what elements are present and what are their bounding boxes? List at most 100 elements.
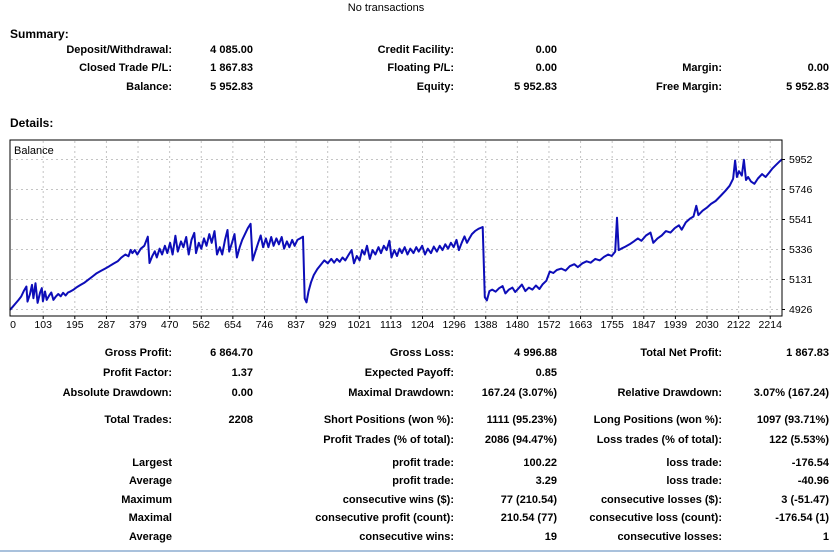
- x-axis-label: 1480: [506, 319, 530, 331]
- y-axis-label: 4926: [789, 304, 813, 316]
- stat-label: Profit Trades (% of total):: [323, 434, 454, 446]
- chart-series-label: Balance: [14, 145, 54, 157]
- stat-label: profit trade:: [392, 457, 454, 469]
- x-axis-label: 1113: [380, 319, 402, 331]
- summary-value: 0.00: [807, 62, 829, 75]
- stat-label: Maximal: [128, 512, 172, 525]
- x-axis-label: 837: [287, 319, 305, 331]
- summary-section-title: Summary:: [10, 27, 69, 41]
- chart-border: [9, 139, 783, 317]
- summary-value: 5 952.83: [210, 80, 253, 93]
- x-axis-label: 1296: [442, 319, 466, 331]
- x-axis-label: 2030: [695, 319, 719, 331]
- balance-chart: 5952 5746 5541 5336 5131 4926 0 103 195 287 379 470…: [9, 139, 813, 331]
- summary-value: 5 952.83: [786, 80, 829, 93]
- stat-value: 3.29: [535, 475, 557, 488]
- y-axis-label: 5952: [789, 154, 813, 166]
- x-axis-label: 929: [319, 319, 337, 331]
- summary-value: 4 085.00: [210, 44, 253, 56]
- x-axis-label: 1847: [632, 319, 656, 331]
- stat-label: profit trade:: [392, 475, 454, 488]
- stat-label: consecutive wins ($):: [342, 493, 454, 506]
- no-transactions-note: No transactions: [347, 2, 425, 14]
- stat-label: consecutive loss (count):: [589, 512, 722, 525]
- stat-value: 1 867.83: [786, 347, 829, 359]
- stat-value: 0.00: [231, 387, 253, 399]
- stat-label: Maximum: [121, 493, 172, 506]
- x-axis-label: 2214: [759, 319, 783, 331]
- stat-value: 6 864.70: [210, 347, 253, 359]
- stat-value: -40.96: [797, 475, 829, 488]
- x-axis-label: 1204: [411, 319, 435, 331]
- bottom-divider: [0, 550, 834, 552]
- x-axis-label: 1663: [569, 319, 593, 331]
- x-axis-label: 562: [192, 319, 210, 331]
- stat-value: 1.37: [231, 367, 253, 379]
- stat-label: Profit Factor:: [102, 367, 172, 379]
- x-axis-label: 470: [161, 319, 179, 331]
- y-axis-label: 5541: [789, 214, 813, 226]
- stat-label: consecutive wins:: [359, 530, 454, 543]
- stat-value: 167.24 (3.07%): [481, 387, 557, 399]
- x-axis-label: 195: [66, 319, 84, 331]
- x-axis-label: 379: [129, 319, 147, 331]
- stat-value: 3 (-51.47): [781, 493, 829, 506]
- summary-label: Credit Facility:: [377, 44, 454, 56]
- stat-label: Gross Profit:: [104, 347, 172, 359]
- summary-label: Margin:: [682, 62, 722, 75]
- stat-label: Short Positions (won %):: [323, 414, 454, 426]
- stat-label: Gross Loss:: [389, 347, 454, 359]
- x-axis-label: 2122: [727, 319, 751, 331]
- summary-value: 0.00: [535, 62, 557, 75]
- stat-label: Average: [128, 530, 172, 543]
- stat-value: 3.07% (167.24): [753, 387, 829, 399]
- y-axis-label: 5746: [789, 184, 813, 196]
- stat-value: 2086 (94.47%): [484, 434, 557, 446]
- x-axis-label: 654: [224, 319, 242, 331]
- stat-value: 1: [822, 530, 829, 543]
- summary-label: Balance:: [126, 80, 172, 93]
- stat-value: 210.54 (77): [500, 512, 557, 525]
- stat-value: 0.85: [535, 367, 557, 379]
- stat-label: Average: [128, 475, 172, 488]
- stat-value: 77 (210.54): [500, 493, 557, 506]
- x-axis-label: 1939: [664, 319, 688, 331]
- summary-label: Closed Trade P/L:: [79, 62, 172, 75]
- stat-label: loss trade:: [666, 457, 722, 469]
- stat-value: 1111 (95.23%): [486, 414, 557, 426]
- x-axis-label: 1021: [348, 319, 372, 331]
- x-axis-label: 1572: [537, 319, 561, 331]
- summary-value: 1 867.83: [210, 62, 253, 75]
- summary-value: 0.00: [535, 44, 557, 56]
- stat-label: Total Net Profit:: [640, 347, 722, 359]
- stat-value: -176.54 (1): [775, 512, 829, 525]
- stat-label: Relative Drawdown:: [617, 387, 722, 399]
- stat-label: Maximal Drawdown:: [348, 387, 454, 399]
- stat-label: Loss trades (% of total):: [596, 434, 722, 446]
- stat-value: 4 996.88: [514, 347, 557, 359]
- summary-label: Free Margin:: [655, 80, 722, 93]
- x-axis-label: 103: [34, 319, 52, 331]
- stat-value: 122 (5.53%): [769, 434, 829, 446]
- summary-value: 5 952.83: [514, 80, 557, 93]
- summary-label: Equity:: [416, 80, 454, 93]
- stat-label: Long Positions (won %):: [593, 414, 722, 426]
- x-axis-label: 746: [256, 319, 274, 331]
- stat-label: consecutive profit (count):: [315, 512, 454, 525]
- stat-value: 1097 (93.71%): [756, 414, 829, 426]
- x-axis-label: 0: [10, 319, 16, 331]
- stat-value: 100.22: [523, 457, 557, 469]
- stat-value: 19: [544, 530, 557, 543]
- balance-line: [9, 158, 783, 311]
- stat-value: -176.54: [791, 457, 829, 469]
- stat-label: Total Trades:: [104, 414, 172, 426]
- x-axis-label: 1755: [601, 319, 625, 331]
- x-axis-label: 287: [98, 319, 116, 331]
- stat-label: Largest: [132, 457, 172, 469]
- summary-label: Floating P/L:: [387, 62, 454, 75]
- y-axis-label: 5131: [789, 274, 813, 286]
- stat-value: 2208: [228, 414, 253, 426]
- stat-label: loss trade:: [666, 475, 722, 488]
- y-axis-label: 5336: [789, 244, 813, 256]
